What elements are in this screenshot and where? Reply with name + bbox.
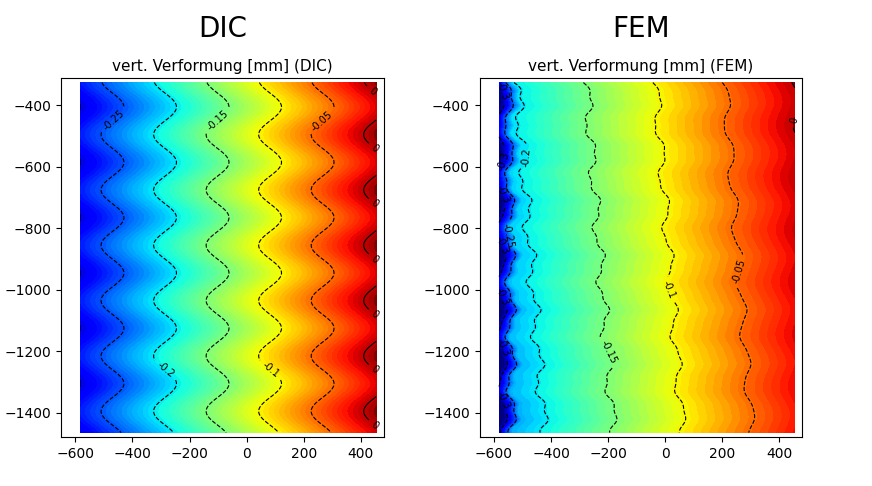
Text: -0.3: -0.3 [494,389,512,411]
Text: -0.15: -0.15 [205,109,230,133]
Text: FEM: FEM [612,15,670,43]
Text: -0.3: -0.3 [494,337,511,358]
Text: -0.25: -0.25 [101,108,126,132]
Text: -0.1: -0.1 [260,360,281,380]
Text: 0: 0 [788,116,800,124]
Text: -0.05: -0.05 [310,109,335,133]
Text: -0.2: -0.2 [521,147,532,167]
Text: 0: 0 [370,142,380,154]
Text: -0.3: -0.3 [494,234,510,256]
Text: -0.15: -0.15 [599,339,618,365]
Text: 0: 0 [370,364,380,376]
Text: -0.25: -0.25 [501,222,515,249]
Text: 0: 0 [370,309,380,320]
Text: -0.1: -0.1 [661,279,678,300]
Title: vert. Verformung [mm] (FEM): vert. Verformung [mm] (FEM) [528,59,753,74]
Text: -0.3: -0.3 [494,81,510,102]
Text: DIC: DIC [198,15,247,43]
Text: -0.3: -0.3 [494,184,511,205]
Text: -0.05: -0.05 [731,258,747,285]
Text: 0: 0 [367,86,378,97]
Text: 0: 0 [370,198,380,209]
Text: 0: 0 [370,253,380,265]
Text: -0.2: -0.2 [155,360,176,380]
Title: vert. Verformung [mm] (DIC): vert. Verformung [mm] (DIC) [112,59,333,74]
Text: -0.3: -0.3 [494,286,510,307]
Text: -0.3: -0.3 [495,151,511,172]
Text: 0: 0 [370,419,380,431]
